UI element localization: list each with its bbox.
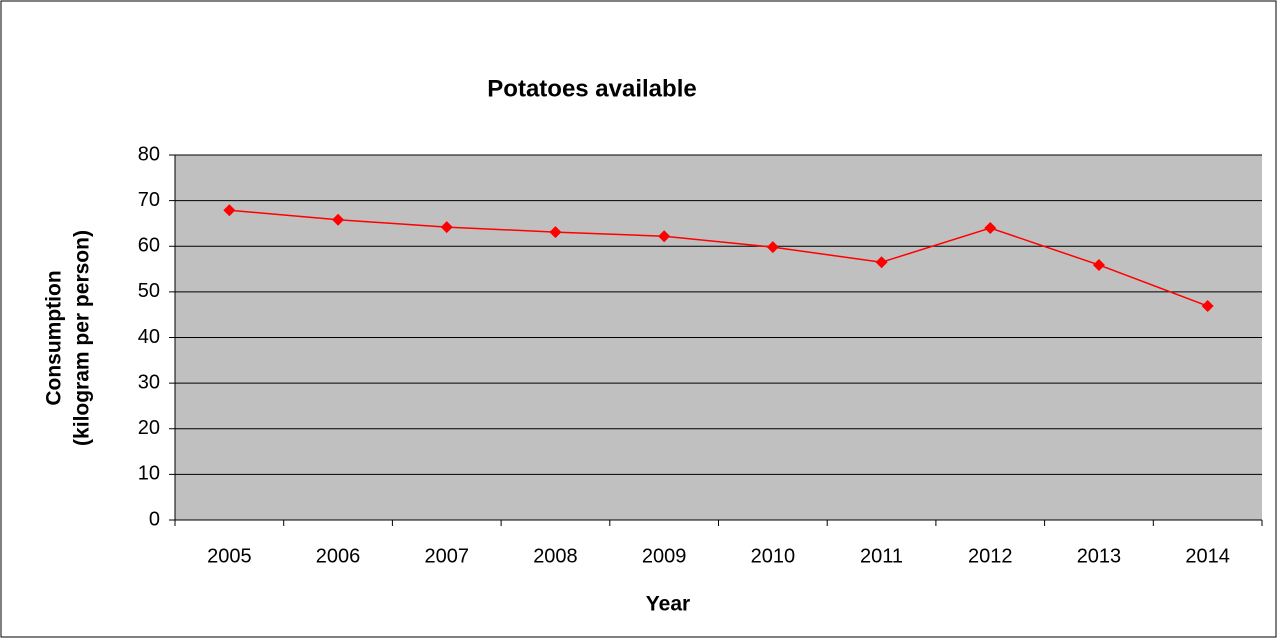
x-tick-label: 2014 bbox=[1185, 545, 1230, 567]
y-tick-label: 50 bbox=[138, 280, 160, 302]
data-point bbox=[332, 213, 345, 226]
y-tick-label: 30 bbox=[138, 371, 160, 393]
data-point bbox=[984, 222, 997, 234]
data-point bbox=[766, 241, 779, 254]
y-axis-label: Consumption bbox=[43, 270, 66, 405]
data-point bbox=[440, 221, 453, 234]
y-axis-label: (kilogram per person) bbox=[71, 230, 94, 446]
x-tick-label: 2006 bbox=[316, 545, 361, 567]
x-tick-label: 2013 bbox=[1077, 545, 1122, 567]
y-tick-label: 20 bbox=[138, 417, 160, 439]
x-tick-label: 2009 bbox=[642, 545, 687, 567]
x-tick-label: 2010 bbox=[751, 545, 796, 567]
data-point bbox=[1092, 258, 1105, 271]
data-point bbox=[549, 226, 562, 239]
x-tick-label: 2007 bbox=[425, 545, 470, 567]
data-point bbox=[1201, 300, 1214, 313]
y-tick-label: 80 bbox=[138, 143, 160, 165]
x-tick-label: 2012 bbox=[968, 545, 1013, 567]
y-tick-label: 40 bbox=[138, 326, 160, 348]
x-tick-label: 2008 bbox=[533, 545, 578, 567]
x-axis-label: Year bbox=[646, 593, 690, 616]
x-tick-label: 2005 bbox=[207, 545, 252, 567]
x-tick-label: 2011 bbox=[860, 545, 903, 567]
y-tick-label: 10 bbox=[138, 463, 160, 485]
data-point bbox=[658, 230, 671, 243]
chart-title: Potatoes available bbox=[487, 75, 696, 102]
series-line bbox=[229, 209, 1208, 307]
data-point bbox=[223, 204, 236, 217]
y-tick-label: 60 bbox=[138, 235, 160, 257]
y-tick-label: 70 bbox=[138, 189, 160, 211]
y-tick-label: 0 bbox=[149, 508, 160, 530]
data-point bbox=[875, 256, 888, 269]
